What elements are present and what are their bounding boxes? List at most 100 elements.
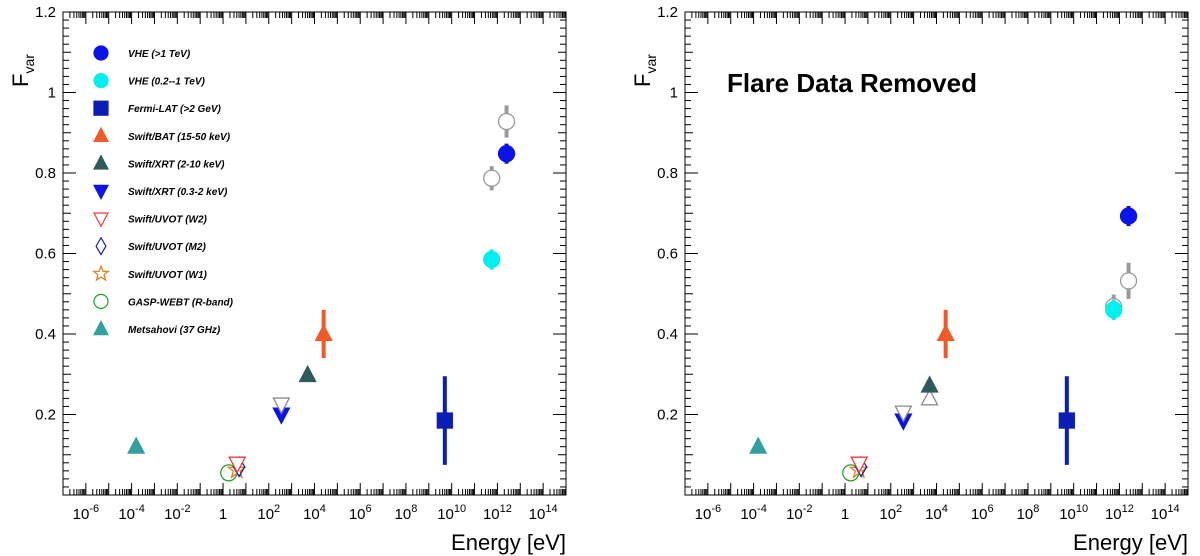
- y-axis-title: Fvar: [630, 54, 659, 87]
- x-axis-ticks: [62, 12, 566, 495]
- legend-entry-swift-xrt-2-10-kev: Swift/XRT (2-10 keV): [93, 154, 225, 170]
- x-tick-base: 10: [529, 506, 546, 523]
- x-tick-exponent: 4: [942, 503, 948, 515]
- marker-vhe-0-2-1-tev: [1105, 301, 1123, 319]
- data-points: [749, 206, 1138, 482]
- legend: VHE (>1 TeV) VHE (0.2--1 TeV) Fermi-LAT (>…: [91, 45, 234, 336]
- point-vhe-0-2-1-tev: [483, 249, 501, 270]
- x-tick-exponent: 14: [545, 503, 557, 515]
- legend-marker-fermi-lat-2-gev: [93, 100, 109, 116]
- x-tick-label: 1012: [1105, 503, 1134, 523]
- x-tick-label: 106: [971, 503, 994, 523]
- marker-swift-xrt-2-10-kev: [920, 375, 939, 393]
- legend-label: Swift/BAT (15-50 keV): [128, 132, 231, 143]
- legend-label: Swift/XRT (2-10 keV): [128, 159, 225, 170]
- legend-label: Metsahovi (37 GHz): [128, 325, 221, 336]
- marker-swift-bat-15-50-kev: [314, 323, 333, 342]
- x-tick-exponent: 12: [1122, 503, 1134, 515]
- legend-marker-vhe-1-tev: [93, 45, 109, 61]
- y-tick-labels: 0.2 0.4 0.6 0.8 1 1.2: [35, 4, 56, 424]
- x-tick-base: 10: [786, 506, 803, 523]
- x-tick-exponent: 10: [454, 503, 466, 515]
- x-tick-base: 10: [118, 506, 135, 523]
- x-tick-base: 10: [73, 506, 90, 523]
- x-tick-label: 102: [879, 503, 902, 523]
- marker-swift-xrt-2-10-kev: [298, 364, 317, 383]
- x-tick-base: 1: [841, 506, 849, 523]
- legend-entry-vhe-1-tev: VHE (>1 TeV): [93, 45, 191, 61]
- x-tick-label: 104: [925, 503, 948, 523]
- legend-label: VHE (0.2--1 TeV): [128, 77, 206, 88]
- legend-marker-swift-uvot-m2: [95, 236, 107, 256]
- x-tick-base: 10: [971, 506, 988, 523]
- marker-swift-uvot-w2: [850, 456, 869, 474]
- point-swift-xrt-0-3-2-kev-flare: [272, 397, 291, 415]
- marker-swift-bat-15-50-kev: [936, 323, 955, 342]
- y-tick-label: 1.2: [35, 4, 56, 21]
- legend-marker-swift-uvot-w2: [93, 212, 109, 228]
- legend-entry-metsahovi-37-ghz: Metsahovi (37 GHz): [93, 320, 221, 336]
- x-tick-base: 10: [395, 506, 412, 523]
- point-swift-xrt-0-3-2-kev-flare: [894, 405, 913, 423]
- x-tick-label: 10-4: [740, 503, 766, 523]
- x-tick-base: 10: [1059, 506, 1076, 523]
- x-tick-exponent: 6: [366, 503, 372, 515]
- x-tick-base: 10: [1105, 506, 1122, 523]
- x-tick-exponent: 6: [988, 503, 994, 515]
- y-axis-title: Fvar: [8, 54, 37, 87]
- point-swift-bat-15-50-kev: [936, 309, 955, 359]
- x-tick-label: 108: [395, 503, 418, 523]
- x-tick-label: 1010: [437, 503, 466, 523]
- x-tick-base: 10: [1151, 506, 1168, 523]
- point-metsahovi-37-ghz: [749, 436, 768, 454]
- x-tick-label: 102: [257, 503, 280, 523]
- data-points: [127, 105, 516, 482]
- x-tick-base: 10: [925, 506, 942, 523]
- x-tick-label: 1: [841, 506, 849, 523]
- legend-label: GASP-WEBT (R-band): [128, 297, 234, 308]
- y-tick-label: 0.4: [657, 326, 678, 343]
- x-tick-exponent: -2: [803, 503, 813, 515]
- marker-swift-xrt-0-3-2-kev-flare: [272, 397, 291, 415]
- legend-label: Swift/XRT (0.3-2 keV): [128, 187, 228, 198]
- point-swift-xrt-2-10-kev-flare: [920, 388, 939, 406]
- marker-fermi-lat-2-gev: [436, 412, 453, 429]
- point-vhe-0-2-1-tev: [1105, 299, 1123, 320]
- x-tick-exponent: 8: [411, 503, 417, 515]
- point-vhe-1-tev-flare: [497, 105, 516, 138]
- x-tick-base: 10: [483, 506, 500, 523]
- point-fermi-lat-2-gev: [436, 376, 453, 465]
- x-tick-label: 108: [1017, 503, 1040, 523]
- legend-entry-swift-uvot-m2: Swift/UVOT (M2): [95, 236, 206, 256]
- x-tick-base: 10: [303, 506, 320, 523]
- x-tick-label: 1: [219, 506, 227, 523]
- marker-vhe-0-2-1-tev: [483, 250, 501, 269]
- legend-entry-swift-xrt-0-3-2-kev: Swift/XRT (0.3-2 keV): [93, 184, 228, 200]
- x-axis-title: Energy [eV]: [1073, 530, 1188, 555]
- x-tick-exponent: 2: [896, 503, 902, 515]
- legend-entry-vhe-0-2-1-tev: VHE (0.2--1 TeV): [93, 72, 206, 89]
- x-tick-base: 1: [219, 506, 227, 523]
- y-tick-label: 0.2: [35, 407, 56, 424]
- marker-vhe-1-tev-flare: [1119, 272, 1138, 290]
- legend-marker-swift-xrt-0-3-2-kev: [93, 184, 109, 200]
- y-tick-label: 1: [670, 85, 678, 102]
- x-tick-base: 10: [879, 506, 896, 523]
- y-axis-title-subscript: var: [21, 54, 37, 74]
- y-axis-title-subscript: var: [643, 54, 659, 74]
- y-tick-label: 0.4: [35, 326, 56, 343]
- legend-label: Swift/UVOT (W1): [128, 270, 208, 281]
- y-tick-label: 0.2: [657, 407, 678, 424]
- x-tick-label: 1010: [1059, 503, 1088, 523]
- marker-vhe-1-tev: [1119, 207, 1138, 225]
- legend-marker-swift-bat-15-50-kev: [93, 126, 109, 142]
- x-tick-exponent: -6: [711, 503, 721, 515]
- marker-vhe-1-tev: [497, 145, 516, 163]
- x-tick-exponent: 8: [1033, 503, 1039, 515]
- annotation-flare-data-removed: Flare Data Removed: [727, 68, 977, 98]
- x-tick-exponent: -4: [757, 503, 767, 515]
- marker-metsahovi-37-ghz: [127, 436, 146, 454]
- marker-swift-xrt-2-10-kev-flare: [920, 388, 939, 406]
- marker-swift-xrt-0-3-2-kev-flare: [894, 405, 913, 423]
